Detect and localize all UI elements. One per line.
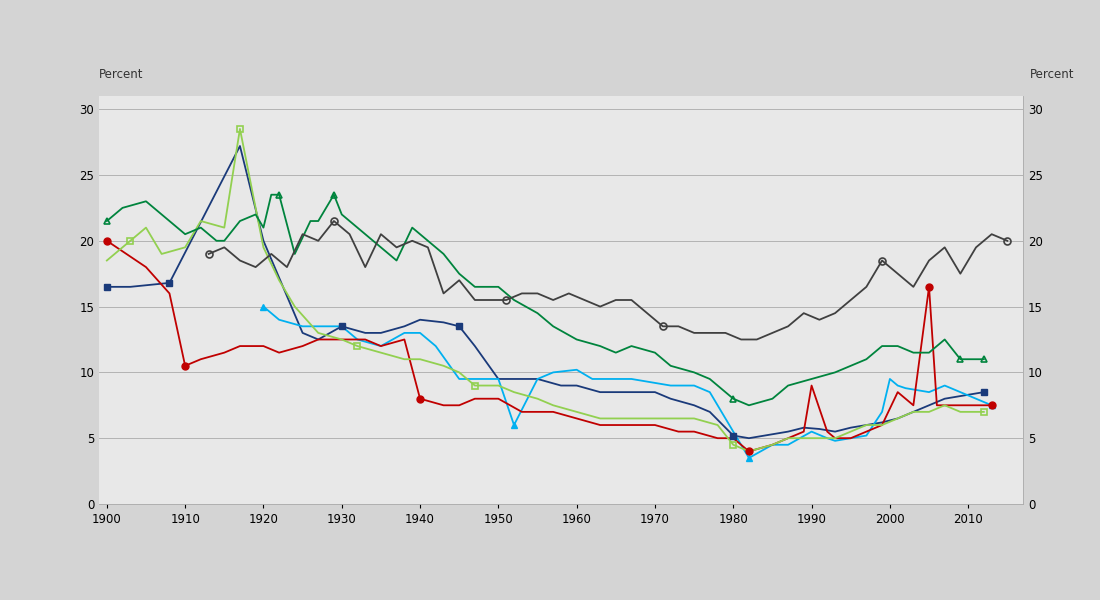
Text: Percent: Percent xyxy=(1030,68,1074,81)
Text: Percent: Percent xyxy=(99,68,143,81)
